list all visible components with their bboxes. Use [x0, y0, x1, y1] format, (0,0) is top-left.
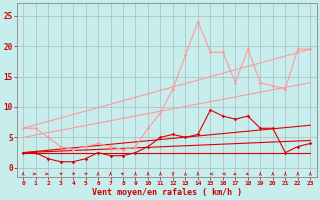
X-axis label: Vent moyen/en rafales ( km/h ): Vent moyen/en rafales ( km/h ) — [92, 188, 242, 197]
